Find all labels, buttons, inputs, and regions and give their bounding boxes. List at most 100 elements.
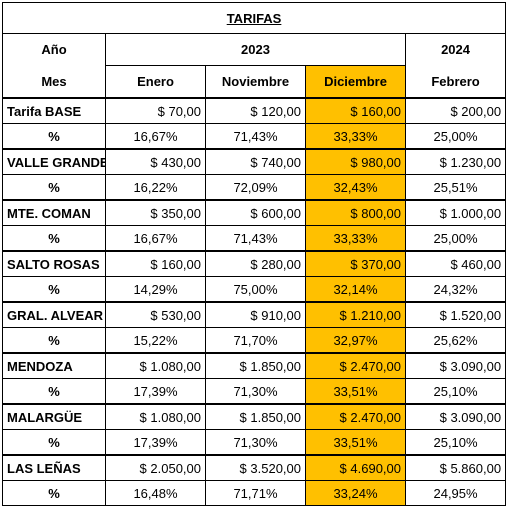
tariff-value: $ 350,00 bbox=[105, 199, 206, 226]
tariff-value: $ 1.850,00 bbox=[205, 352, 306, 379]
percent-row: % 16,48% 71,71% 33,24% 24,95% bbox=[2, 480, 507, 506]
percent-value: 17,39% bbox=[105, 429, 206, 456]
percent-label: % bbox=[2, 480, 106, 506]
month: Noviembre bbox=[205, 65, 306, 99]
percent-value: 16,22% bbox=[105, 174, 206, 201]
tariff-value: $ 980,00 bbox=[305, 148, 406, 175]
percent-value: 32,97% bbox=[305, 327, 406, 354]
location-name: SALTO ROSAS bbox=[2, 250, 106, 277]
percent-value: 25,62% bbox=[404, 327, 507, 354]
tariff-value: $ 910,00 bbox=[205, 301, 306, 328]
percent-value: 72,09% bbox=[205, 174, 306, 201]
percent-value: 71,71% bbox=[205, 480, 306, 506]
tariff-value: $ 3.520,00 bbox=[205, 454, 306, 481]
percent-row: % 15,22% 71,70% 32,97% 25,62% bbox=[2, 327, 507, 354]
percent-value: 17,39% bbox=[105, 378, 206, 405]
percent-value: 15,22% bbox=[105, 327, 206, 354]
tariff-value: $ 1.210,00 bbox=[305, 301, 406, 328]
percent-row: % 14,29% 75,00% 32,14% 24,32% bbox=[2, 276, 507, 303]
percent-value: 33,51% bbox=[305, 378, 406, 405]
percent-value: 16,48% bbox=[105, 480, 206, 506]
tariff-value: $ 280,00 bbox=[205, 250, 306, 277]
tariff-value: $ 200,00 bbox=[404, 97, 507, 124]
location-name: MALARGÜE bbox=[2, 403, 106, 430]
title-cell: TARIFAS bbox=[1, 2, 507, 34]
tariff-value: $ 740,00 bbox=[205, 148, 306, 175]
percent-value: 33,51% bbox=[305, 429, 406, 456]
tariff-value: $ 1.080,00 bbox=[105, 403, 206, 430]
tariff-value: $ 1.850,00 bbox=[205, 403, 306, 430]
percent-value: 25,00% bbox=[404, 123, 507, 150]
percent-value: 71,43% bbox=[205, 225, 306, 252]
tariff-value: $ 70,00 bbox=[105, 97, 206, 124]
percent-value: 16,67% bbox=[105, 225, 206, 252]
percent-value: 25,10% bbox=[404, 378, 507, 405]
year-label: Año bbox=[2, 33, 106, 66]
percent-label: % bbox=[2, 429, 106, 456]
percent-value: 25,00% bbox=[404, 225, 507, 252]
tariff-value: $ 5.860,00 bbox=[404, 454, 507, 481]
year: 2024 bbox=[404, 33, 507, 66]
tariff-value: $ 120,00 bbox=[205, 97, 306, 124]
tariff-row: Tarifa BASE $ 70,00 $ 120,00 $ 160,00 $ 200,… bbox=[2, 97, 507, 124]
percent-value: 14,29% bbox=[105, 276, 206, 303]
tariff-row: VALLE GRANDE $ 430,00 $ 740,00 $ 980,00 $ 1.… bbox=[2, 148, 507, 175]
percent-value: 32,14% bbox=[305, 276, 406, 303]
location-name: Tarifa BASE bbox=[2, 97, 106, 124]
location-name: LAS LEÑAS bbox=[2, 454, 106, 481]
tariff-row: MALARGÜE $ 1.080,00 $ 1.850,00 $ 2.470,00 $ … bbox=[2, 403, 507, 430]
tariff-value: $ 460,00 bbox=[404, 250, 507, 277]
location-name: GRAL. ALVEAR bbox=[2, 301, 106, 328]
percent-value: 75,00% bbox=[205, 276, 306, 303]
month: Diciembre bbox=[305, 65, 406, 99]
percent-label: % bbox=[2, 225, 106, 252]
percent-value: 24,95% bbox=[404, 480, 507, 506]
percent-value: 25,10% bbox=[404, 429, 507, 456]
percent-row: % 16,67% 71,43% 33,33% 25,00% bbox=[2, 123, 507, 150]
percent-value: 71,70% bbox=[205, 327, 306, 354]
percent-value: 33,33% bbox=[305, 225, 406, 252]
month-label: Mes bbox=[2, 65, 106, 99]
year-row: Año 2023 2024 bbox=[2, 33, 507, 66]
title: TARIFAS bbox=[226, 10, 282, 26]
year: 2023 bbox=[105, 33, 406, 66]
percent-value: 16,67% bbox=[105, 123, 206, 150]
location-name: VALLE GRANDE bbox=[2, 148, 106, 175]
tariff-row: LAS LEÑAS $ 2.050,00 $ 3.520,00 $ 4.690,00 $… bbox=[2, 454, 507, 481]
percent-row: % 16,67% 71,43% 33,33% 25,00% bbox=[2, 225, 507, 252]
percent-value: 33,24% bbox=[305, 480, 406, 506]
tariff-value: $ 160,00 bbox=[105, 250, 206, 277]
tariff-value: $ 2.470,00 bbox=[305, 352, 406, 379]
tariff-row: MENDOZA $ 1.080,00 $ 1.850,00 $ 2.470,00 $ 3… bbox=[2, 352, 507, 379]
tariff-value: $ 2.470,00 bbox=[305, 403, 406, 430]
tariff-row: MTE. COMAN $ 350,00 $ 600,00 $ 800,00 $ 1.00… bbox=[2, 199, 507, 226]
tariff-value: $ 1.000,00 bbox=[404, 199, 507, 226]
percent-value: 33,33% bbox=[305, 123, 406, 150]
percent-value: 25,51% bbox=[404, 174, 507, 201]
tariff-value: $ 600,00 bbox=[205, 199, 306, 226]
percent-label: % bbox=[2, 276, 106, 303]
percent-value: 71,30% bbox=[205, 429, 306, 456]
tariff-value: $ 3.090,00 bbox=[404, 403, 507, 430]
percent-row: % 17,39% 71,30% 33,51% 25,10% bbox=[2, 429, 507, 456]
percent-label: % bbox=[2, 123, 106, 150]
tariff-value: $ 1.230,00 bbox=[404, 148, 507, 175]
tariff-value: $ 1.080,00 bbox=[105, 352, 206, 379]
tariff-value: $ 3.090,00 bbox=[404, 352, 507, 379]
title-row: TARIFAS bbox=[1, 2, 507, 34]
tariff-value: $ 800,00 bbox=[305, 199, 406, 226]
tariff-value: $ 430,00 bbox=[105, 148, 206, 175]
percent-row: % 17,39% 71,30% 33,51% 25,10% bbox=[2, 378, 507, 405]
percent-value: 71,30% bbox=[205, 378, 306, 405]
tariff-row: GRAL. ALVEAR $ 530,00 $ 910,00 $ 1.210,00 $ … bbox=[2, 301, 507, 328]
percent-label: % bbox=[2, 327, 106, 354]
percent-label: % bbox=[2, 378, 106, 405]
tariff-value: $ 4.690,00 bbox=[305, 454, 406, 481]
month: Febrero bbox=[404, 65, 507, 99]
tariff-value: $ 2.050,00 bbox=[105, 454, 206, 481]
percent-row: % 16,22% 72,09% 32,43% 25,51% bbox=[2, 174, 507, 201]
